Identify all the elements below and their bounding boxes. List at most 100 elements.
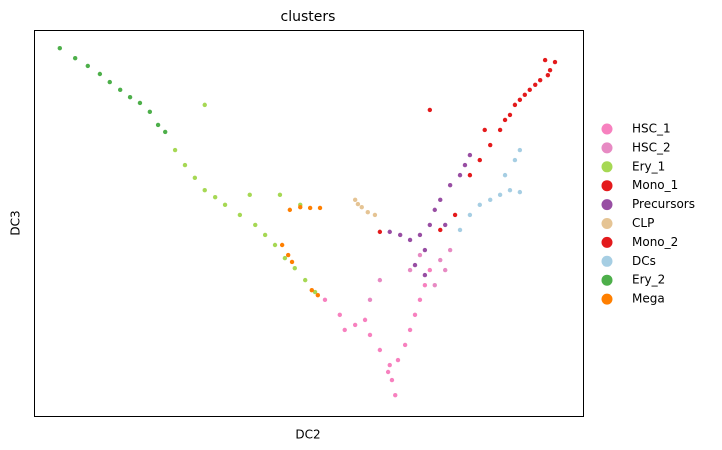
- scatter-point: [447, 247, 453, 253]
- scatter-point: [457, 172, 463, 178]
- scatter-point: [212, 194, 218, 200]
- scatter-point: [443, 222, 448, 228]
- scatter-point: [72, 55, 78, 61]
- scatter-point: [447, 182, 453, 188]
- scatter-point: [367, 297, 373, 303]
- scatter-point: [253, 222, 258, 228]
- scatter-point: [497, 127, 503, 133]
- scatter-point: [512, 102, 518, 108]
- scatter-point: [277, 192, 283, 198]
- scatter-point: [247, 192, 252, 198]
- scatter-point: [285, 252, 291, 258]
- scatter-point: [417, 232, 423, 238]
- scatter-point: [377, 229, 383, 235]
- scatter-point: [438, 257, 443, 263]
- scatter-point: [137, 100, 143, 106]
- scatter-point: [432, 282, 437, 288]
- scatter-point: [337, 312, 342, 318]
- scatter-point: [497, 192, 503, 198]
- scatter-point: [533, 82, 538, 88]
- scatter-point: [377, 347, 383, 353]
- scatter-point: [352, 197, 358, 203]
- legend-label: Mono_2: [632, 235, 678, 249]
- scatter-point: [502, 117, 508, 123]
- scatter-point: [422, 272, 428, 278]
- legend-label: HSC_1: [632, 122, 671, 136]
- scatter-point: [552, 59, 558, 65]
- y-axis-label: DC3: [9, 210, 23, 235]
- scatter-point: [517, 97, 523, 103]
- scatter-point: [352, 322, 358, 328]
- legend-marker: [601, 199, 613, 211]
- legend-marker: [601, 293, 613, 305]
- scatter-point: [317, 205, 323, 211]
- scatter-point: [287, 207, 293, 213]
- scatter-point: [397, 232, 403, 238]
- scatter-point: [192, 175, 198, 181]
- scatter-point: [488, 197, 493, 203]
- scatter-point: [237, 212, 243, 218]
- scatter-point: [359, 204, 364, 210]
- scatter-point: [547, 67, 553, 73]
- scatter-point: [298, 204, 303, 210]
- scatter-point: [443, 267, 448, 273]
- scatter-point: [402, 342, 408, 348]
- scatter-point: [389, 377, 395, 383]
- scatter-point: [163, 129, 168, 135]
- scatter-point: [367, 332, 373, 338]
- scatter-point: [412, 262, 418, 268]
- scatter-point: [488, 142, 493, 148]
- scatter-point: [309, 287, 314, 293]
- legend-marker: [601, 218, 613, 229]
- scatter-point: [395, 357, 401, 363]
- scatter-point: [517, 189, 523, 195]
- scatter-point: [482, 127, 487, 133]
- scatter-point: [422, 247, 428, 253]
- scatter-point: [377, 277, 383, 283]
- scatter-point: [97, 71, 103, 77]
- scatter-point: [172, 147, 178, 153]
- legend-label: Ery_2: [632, 273, 665, 287]
- scatter-point: [427, 107, 433, 113]
- scatter-point: [462, 162, 468, 168]
- scatter-point: [477, 202, 482, 208]
- legend-label: Mega: [632, 292, 665, 306]
- scatter-point: [342, 327, 347, 333]
- legend-label: DCs: [632, 254, 656, 268]
- scatter-point: [502, 172, 508, 178]
- scatter-point: [107, 79, 112, 85]
- legend-label: Mono_1: [632, 178, 678, 192]
- scatter-point: [417, 297, 423, 303]
- legend-marker: [601, 161, 613, 173]
- scatter-point: [202, 187, 207, 193]
- scatter-point: [289, 259, 295, 265]
- scatter-point: [307, 205, 313, 211]
- scatter-point: [282, 255, 288, 261]
- scatter-point: [385, 369, 391, 375]
- legend-label: HSC_2: [632, 140, 671, 154]
- scatter-point: [262, 232, 268, 238]
- scatter-point: [417, 252, 423, 258]
- legend-marker: [601, 142, 613, 154]
- scatter-point: [438, 197, 443, 203]
- chart-title: clusters: [281, 9, 336, 25]
- legend-marker: [601, 274, 613, 286]
- scatter-point: [438, 227, 443, 233]
- scatter-point: [222, 202, 228, 208]
- scatter-point: [85, 63, 91, 69]
- scatter-point: [279, 242, 285, 248]
- scatter-point: [127, 94, 133, 100]
- scatter-point: [512, 157, 518, 163]
- scatter-point: [57, 45, 63, 51]
- scatter-point: [387, 362, 392, 368]
- scatter-point: [527, 87, 532, 93]
- scatter-point: [312, 289, 318, 295]
- plot-frame: [34, 30, 584, 417]
- scatter-point: [507, 112, 513, 118]
- scatter-point: [355, 201, 361, 207]
- scatter-point: [407, 237, 413, 243]
- scatter-point: [412, 312, 418, 318]
- scatter-point: [467, 172, 473, 178]
- scatter-point: [407, 327, 413, 333]
